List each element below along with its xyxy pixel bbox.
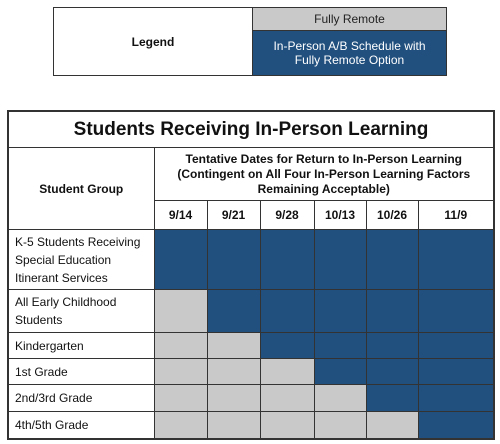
status-cell <box>417 411 495 439</box>
status-cell <box>259 289 315 333</box>
group-row: 1st Grade <box>7 358 495 385</box>
status-cell <box>365 332 419 359</box>
status-cell <box>153 411 208 439</box>
status-cell <box>365 229 419 290</box>
date-header: 9/21 <box>206 200 261 230</box>
status-cell <box>365 384 419 412</box>
status-cell <box>313 384 367 412</box>
date-header: 9/14 <box>153 200 208 230</box>
group-row: 4th/5th Grade <box>7 411 495 439</box>
group-label: 2nd/3rd Grade <box>7 384 155 412</box>
status-cell <box>365 411 419 439</box>
status-cell <box>206 358 261 385</box>
status-cell <box>206 229 261 290</box>
group-row: Kindergarten <box>7 332 495 359</box>
status-cell <box>313 411 367 439</box>
date-header: 11/9 <box>417 200 495 230</box>
status-cell <box>313 289 367 333</box>
legend-item: In-Person A/B Schedule with Fully Remote… <box>252 30 447 76</box>
legend: Legend Fully Remote In-Person A/B Schedule… <box>53 7 447 76</box>
legend-row: Legend Fully Remote <box>53 7 447 76</box>
group-label: 4th/5th Grade <box>7 411 155 439</box>
status-cell <box>313 332 367 359</box>
status-cell <box>259 384 315 412</box>
title-row: Students Receiving In-Person Learning <box>7 110 495 148</box>
group-row: K-5 Students Receiving Special Education… <box>7 229 495 290</box>
date-row: 9/14 9/21 9/28 10/13 10/26 11/9 <box>8 200 495 230</box>
group-label: 1st Grade <box>7 358 155 385</box>
schedule-table: Students Receiving In-Person Learning Stu… <box>7 110 496 440</box>
group-row: 2nd/3rd Grade <box>7 384 495 412</box>
dates-header: Tentative Dates for Return to In-Person … <box>153 147 495 201</box>
status-cell <box>153 358 208 385</box>
status-cell <box>259 358 315 385</box>
group-label: K-5 Students Receiving Special Education… <box>7 229 155 290</box>
status-cell <box>259 411 315 439</box>
status-cell <box>259 229 315 290</box>
header-row: Student Group Tentative Dates for Return … <box>7 147 495 230</box>
legend-item: Fully Remote <box>252 7 447 31</box>
status-cell <box>153 332 208 359</box>
group-label: Kindergarten <box>7 332 155 359</box>
status-cell <box>206 411 261 439</box>
status-cell <box>417 229 495 290</box>
status-cell <box>153 384 208 412</box>
status-cell <box>153 229 208 290</box>
date-header: 9/28 <box>259 200 315 230</box>
group-row: All Early Childhood Students <box>7 289 495 333</box>
status-cell <box>206 384 261 412</box>
date-header: 10/26 <box>365 200 419 230</box>
status-cell <box>153 289 208 333</box>
group-label: All Early Childhood Students <box>7 289 155 333</box>
status-cell <box>313 358 367 385</box>
status-cell <box>417 289 495 333</box>
status-cell <box>365 358 419 385</box>
status-cell <box>365 289 419 333</box>
status-cell <box>206 332 261 359</box>
legend-title: Legend <box>53 7 253 76</box>
legend-row: In-Person A/B Schedule with Fully Remote… <box>54 30 447 76</box>
status-cell <box>417 332 495 359</box>
status-cell <box>417 384 495 412</box>
group-header: Student Group <box>7 147 155 230</box>
status-cell <box>313 229 367 290</box>
status-cell <box>259 332 315 359</box>
date-header: 10/13 <box>313 200 367 230</box>
status-cell <box>206 289 261 333</box>
table-title: Students Receiving In-Person Learning <box>7 110 495 148</box>
status-cell <box>417 358 495 385</box>
